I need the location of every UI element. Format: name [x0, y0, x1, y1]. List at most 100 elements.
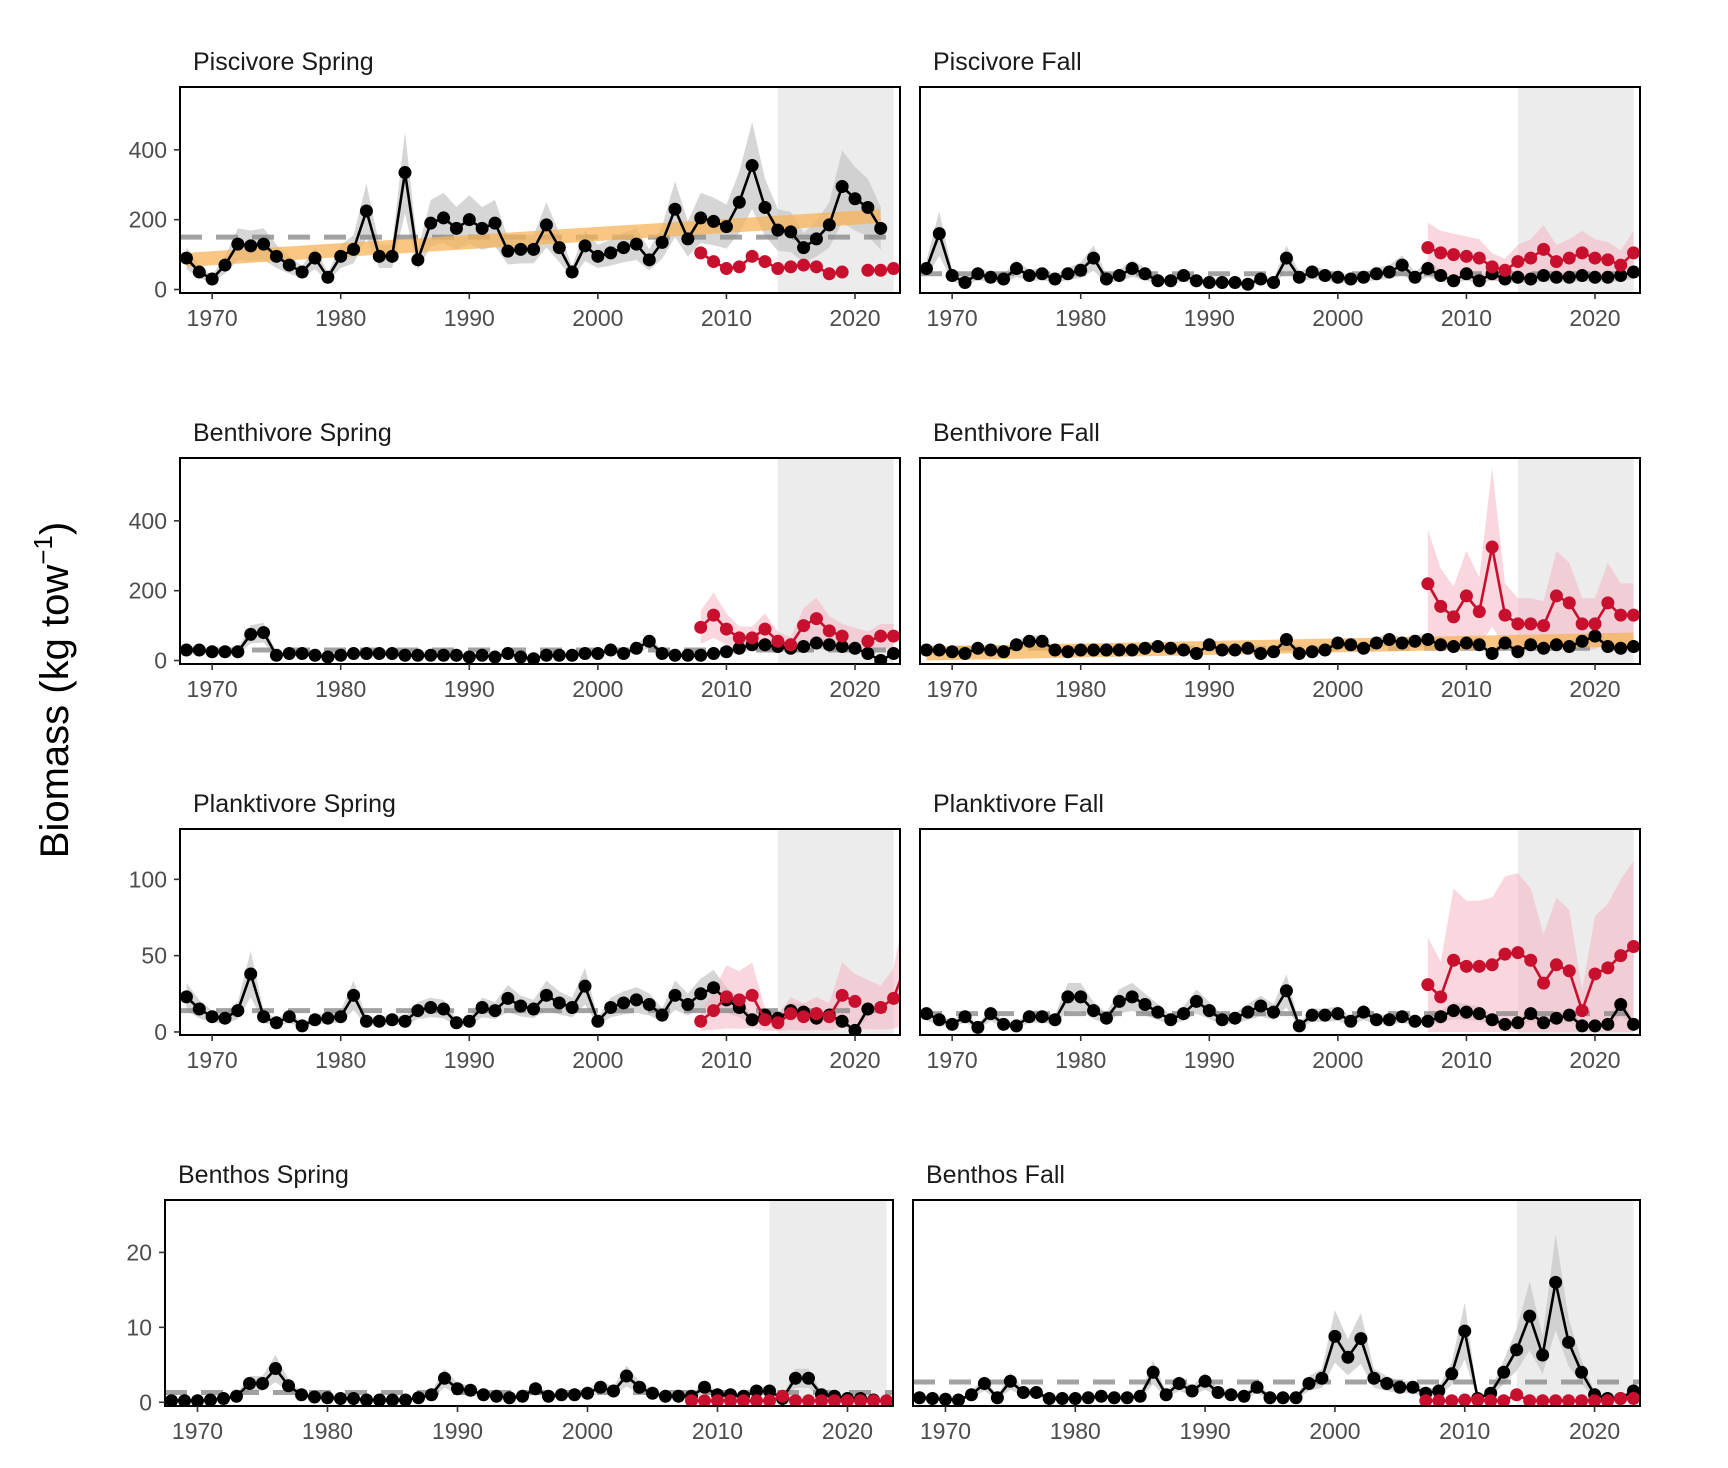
- data-point-survey: [655, 1008, 669, 1022]
- data-point-survey: [231, 645, 245, 659]
- data-point-survey: [1022, 269, 1036, 283]
- data-point-alt-survey: [809, 260, 823, 274]
- data-point-survey: [1524, 1007, 1538, 1021]
- data-point-survey: [1228, 643, 1242, 657]
- data-point-alt-survey: [1562, 964, 1576, 978]
- data-point-survey: [321, 1391, 334, 1405]
- data-point-survey: [1202, 276, 1216, 290]
- x-tick-label: 1980: [1055, 305, 1106, 331]
- data-point-survey: [1198, 1374, 1212, 1388]
- data-point-survey: [1099, 643, 1113, 657]
- data-point-survey: [591, 249, 605, 263]
- data-point-alt-survey: [874, 629, 888, 643]
- panel-border: [919, 828, 1641, 1036]
- data-point-alt-survey: [1421, 577, 1435, 591]
- x-tick-label: 1980: [315, 676, 366, 702]
- panel-border: [179, 457, 901, 665]
- data-point-survey: [1305, 645, 1319, 659]
- data-point-alt-survey: [1562, 251, 1576, 265]
- data-point-alt-survey: [776, 1389, 789, 1403]
- data-point-survey: [1164, 641, 1178, 655]
- data-point-survey: [204, 1393, 217, 1406]
- x-tick-label: 1970: [920, 1418, 971, 1444]
- data-point-survey: [750, 1384, 763, 1398]
- data-point-survey: [462, 650, 476, 664]
- data-point-survey: [359, 647, 373, 661]
- panel-border: [179, 828, 901, 1036]
- data-point-survey: [269, 249, 283, 263]
- data-point-survey: [437, 648, 451, 662]
- data-point-survey: [205, 272, 219, 286]
- data-point-alt-survey: [1421, 978, 1435, 992]
- data-point-survey: [1061, 990, 1075, 1004]
- data-point-survey: [1267, 645, 1281, 659]
- data-point-survey: [1267, 276, 1281, 290]
- data-point-alt-survey: [1484, 1394, 1498, 1406]
- x-tick-label: 2000: [572, 676, 623, 702]
- data-point-survey: [1138, 641, 1152, 655]
- data-point-alt-survey: [1432, 1394, 1446, 1406]
- data-point-survey: [308, 251, 322, 265]
- data-point-survey: [629, 993, 643, 1007]
- data-point-survey: [1074, 263, 1088, 277]
- data-point-survey: [1627, 640, 1640, 654]
- data-point-alt-survey: [1523, 1394, 1537, 1406]
- data-point-survey: [386, 1393, 399, 1406]
- y-tick-label: 0: [154, 648, 167, 674]
- data-point-alt-survey: [1511, 617, 1525, 631]
- data-point-survey: [1331, 636, 1345, 650]
- data-point-survey: [1279, 984, 1293, 998]
- x-tick-label: 2020: [829, 676, 880, 702]
- data-point-survey: [874, 654, 888, 664]
- data-point-survey: [1081, 1391, 1095, 1405]
- x-tick-label: 1990: [1184, 305, 1235, 331]
- data-point-survey: [1228, 1011, 1242, 1025]
- data-point-survey: [1562, 1335, 1576, 1349]
- confidence-band-survey: [171, 1355, 874, 1402]
- data-point-alt-survey: [1575, 617, 1589, 631]
- data-point-survey: [835, 1014, 849, 1028]
- data-point-survey: [1318, 269, 1332, 283]
- data-point-alt-survey: [750, 1394, 763, 1406]
- panel-piscivore-spring: Piscivore Spring 0 200 400 1970 1980 1990 2000 2…: [129, 48, 901, 331]
- x-tick-label: 2000: [1309, 1418, 1360, 1444]
- data-point-survey: [1458, 1324, 1472, 1338]
- data-point-survey: [951, 1393, 965, 1406]
- data-point-survey: [707, 981, 721, 995]
- data-point-survey: [1107, 1391, 1121, 1405]
- data-point-survey: [1237, 1389, 1251, 1403]
- data-point-survey: [578, 979, 592, 993]
- data-point-survey: [1627, 1017, 1640, 1031]
- y-tick-label: 10: [126, 1314, 152, 1340]
- y-tick-label: 50: [141, 943, 167, 969]
- x-tick-label: 1970: [172, 1418, 223, 1444]
- x-tick-label: 1990: [444, 1047, 495, 1073]
- data-point-survey: [244, 239, 258, 253]
- data-point-survey: [672, 1389, 685, 1403]
- data-point-survey: [1367, 1371, 1381, 1385]
- panel-benthos-spring: Benthos Spring 0 10 20 1970 1980 1990 2000 2010 2…: [126, 1161, 894, 1444]
- data-point-survey: [578, 239, 592, 253]
- data-point-survey: [552, 648, 566, 662]
- data-point-survey: [861, 200, 875, 214]
- panel-piscivore-fall: Piscivore Fall 1970 1980 1990 2000 2010 2020: [919, 48, 1641, 331]
- x-tick-label: 2000: [572, 1047, 623, 1073]
- data-point-survey: [707, 647, 721, 661]
- data-point-survey: [1588, 629, 1602, 643]
- data-point-survey: [1331, 270, 1345, 284]
- data-point-survey: [399, 1393, 412, 1406]
- data-point-alt-survey: [1434, 599, 1448, 613]
- data-point-survey: [1172, 1377, 1186, 1391]
- panel-title: Benthivore Fall: [933, 419, 1100, 447]
- data-point-alt-survey: [1588, 967, 1602, 981]
- data-point-survey: [1497, 1365, 1511, 1379]
- data-point-survey: [1211, 1386, 1225, 1400]
- data-point-alt-survey: [797, 1010, 811, 1024]
- data-point-survey: [516, 1389, 529, 1403]
- data-point-survey: [217, 1392, 230, 1406]
- data-point-survey: [732, 641, 746, 655]
- data-point-survey: [1549, 1275, 1563, 1289]
- data-point-alt-survey: [1627, 246, 1640, 260]
- data-point-survey: [809, 636, 823, 650]
- data-point-survey: [475, 648, 489, 662]
